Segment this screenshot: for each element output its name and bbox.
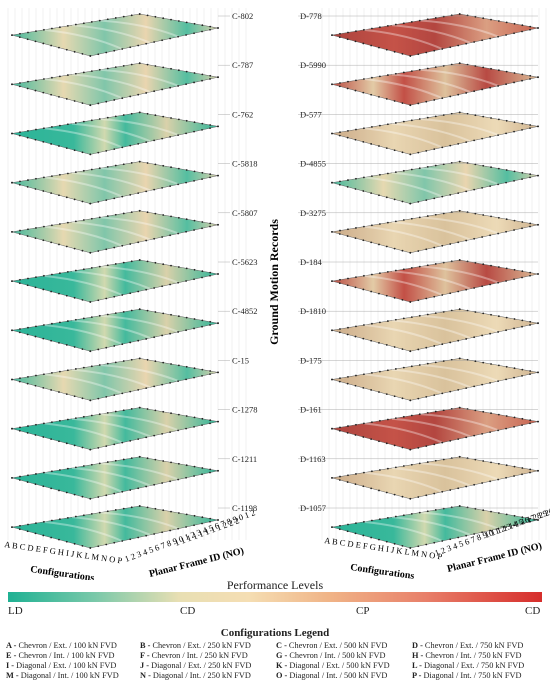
configurations-legend: A - Chevron / Ext. / 100 kN FVD B - Chevr… xyxy=(6,641,550,680)
record-label: D-3275 xyxy=(300,208,326,218)
record-label: C-802 xyxy=(232,11,253,21)
surface-panel xyxy=(331,13,539,57)
record-label: D-5990 xyxy=(300,60,326,70)
level-label-cp: CP xyxy=(356,605,370,617)
legend-item-text: Diagonal / Ext. / 100 kN FVD xyxy=(14,661,117,670)
legend-item: P - Diagonal / Int. / 750 kN FVD xyxy=(412,671,546,680)
record-label: C-1211 xyxy=(232,454,257,464)
legend-item-key: C - xyxy=(276,641,287,650)
record-label: C-5818 xyxy=(232,159,258,169)
level-label-cd-end: CD xyxy=(525,605,541,617)
surface-panel xyxy=(331,62,539,106)
legend-item-key: M - xyxy=(6,671,19,680)
surface-panel xyxy=(331,456,539,500)
legend-item-text: Chevron / Ext. / 750 kN FVD xyxy=(422,641,524,650)
legend-item: H - Chevron / Int. / 750 kN FVD xyxy=(412,651,546,660)
vertical-axis-label: Ground Motion Records xyxy=(267,219,281,345)
legend-item: F - Chevron / Int. / 250 kN FVD xyxy=(140,651,276,660)
legend-item: C - Chevron / Ext. / 500 kN FVD xyxy=(276,641,412,650)
record-label: D-184 xyxy=(300,257,322,267)
record-label: C-5623 xyxy=(232,257,258,267)
level-label-ld: LD xyxy=(8,605,23,617)
legend-item-text: Diagonal / Int. / 100 kN FVD xyxy=(18,671,119,680)
legend-item: N - Diagonal / Int. / 250 kN FVD xyxy=(140,671,276,680)
record-label: D-1057 xyxy=(300,503,326,513)
legend-item-key: O - xyxy=(276,671,288,680)
legend-item-key: G - xyxy=(276,651,288,660)
record-label: D-577 xyxy=(300,109,322,119)
legend-item-key: I - xyxy=(6,661,15,670)
surface-panel xyxy=(331,358,539,401)
legend-item-text: Chevron / Ext. / 250 kN FVD xyxy=(150,641,251,650)
record-label: C-1198 xyxy=(232,503,257,513)
record-label: C-1278 xyxy=(232,405,258,415)
left-frame-label: Planar Frame ID (NO) xyxy=(148,546,245,580)
legend-item-text: Chevron / Int. / 500 kN FVD xyxy=(287,651,386,660)
surface-panel xyxy=(331,308,539,352)
record-label: C-787 xyxy=(232,60,253,70)
legend-item-key: E - xyxy=(6,651,17,660)
legend-item-text: Diagonal / Int. / 500 kN FVD xyxy=(287,671,388,680)
legend-item-text: Diagonal / Ext. / 750 kN FVD xyxy=(421,661,525,670)
record-label: D-175 xyxy=(300,355,322,365)
record-label: D-161 xyxy=(300,405,322,415)
legend-item-text: Chevron / Ext. / 100 kN FVD xyxy=(16,641,117,650)
legend-item-key: L - xyxy=(412,661,422,670)
legend-item: L - Diagonal / Ext. / 750 kN FVD xyxy=(412,661,546,670)
record-label: C-762 xyxy=(232,109,253,119)
legend-item-key: A - xyxy=(6,641,17,650)
legend-item-text: Chevron / Int. / 250 kN FVD xyxy=(149,651,248,660)
legend-item: E - Chevron / Int. / 100 kN FVD xyxy=(6,651,140,660)
legend-item: K - Diagonal / Ext. / 500 kN FVD xyxy=(276,661,412,670)
surface-panel xyxy=(331,112,539,155)
legend-item-text: Diagonal / Int. / 750 kN FVD xyxy=(421,671,522,680)
level-label-cd: CD xyxy=(180,605,196,617)
surface-panel xyxy=(331,407,539,450)
record-label: D-4855 xyxy=(300,159,326,169)
legend-item-key: B - xyxy=(140,641,151,650)
legend-item-key: N - xyxy=(140,671,151,680)
performance-levels-title: Performance Levels xyxy=(226,578,324,592)
record-label: D-778 xyxy=(300,11,322,21)
legend-item-key: F - xyxy=(140,651,150,660)
surface-panel xyxy=(331,161,539,204)
left-surface-stack: C-802 C-787 C-762 C-5818 C-5807 C-5623 C-4852 C… xyxy=(11,11,258,549)
record-label: D-1163 xyxy=(300,454,326,464)
legend-item: G - Chevron / Int. / 500 kN FVD xyxy=(276,651,412,660)
legend-item-key: J - xyxy=(140,661,149,670)
legend-item-text: Diagonal / Ext. / 500 kN FVD xyxy=(287,661,390,670)
legend-item-key: K - xyxy=(276,661,288,670)
performance-color-bar xyxy=(8,592,542,602)
surface-panel xyxy=(331,210,539,254)
legend-item-key: D - xyxy=(412,641,423,650)
surface-plots-figure: C-802 C-787 C-762 C-5818 C-5807 C-5623 C-4852 C… xyxy=(4,8,550,580)
legend-item: A - Chevron / Ext. / 100 kN FVD xyxy=(6,641,140,650)
legend-item-text: Chevron / Int. / 750 kN FVD xyxy=(423,651,522,660)
legend-item-key: P - xyxy=(412,671,422,680)
legend-item-key: H - xyxy=(412,651,424,660)
legend-item: D - Chevron / Ext. / 750 kN FVD xyxy=(412,641,546,650)
record-label: C-4852 xyxy=(232,306,258,316)
legend-item: J - Diagonal / Ext. / 250 kN FVD xyxy=(140,661,276,670)
surface-panel xyxy=(331,259,539,303)
legend-item-text: Diagonal / Int. / 250 kN FVD xyxy=(150,671,251,680)
record-label: C-5807 xyxy=(232,208,258,218)
configurations-legend-title: Configurations Legend xyxy=(220,627,330,639)
record-label: C-15 xyxy=(232,355,249,365)
legend-item-text: Chevron / Int. / 100 kN FVD xyxy=(16,651,115,660)
legend-item-text: Diagonal / Ext. / 250 kN FVD xyxy=(149,661,252,670)
legend-item: I - Diagonal / Ext. / 100 kN FVD xyxy=(6,661,140,670)
legend-item-text: Chevron / Ext. / 500 kN FVD xyxy=(286,641,388,650)
record-label: D-1810 xyxy=(300,306,326,316)
legend-item: B - Chevron / Ext. / 250 kN FVD xyxy=(140,641,276,650)
legend-item: O - Diagonal / Int. / 500 kN FVD xyxy=(276,671,412,680)
legend-item: M - Diagonal / Int. / 100 kN FVD xyxy=(6,671,140,680)
right-surface-stack: D-778 D-5990 D-577 D-4855 D-3275 D-184 D-1810 D… xyxy=(298,11,539,549)
